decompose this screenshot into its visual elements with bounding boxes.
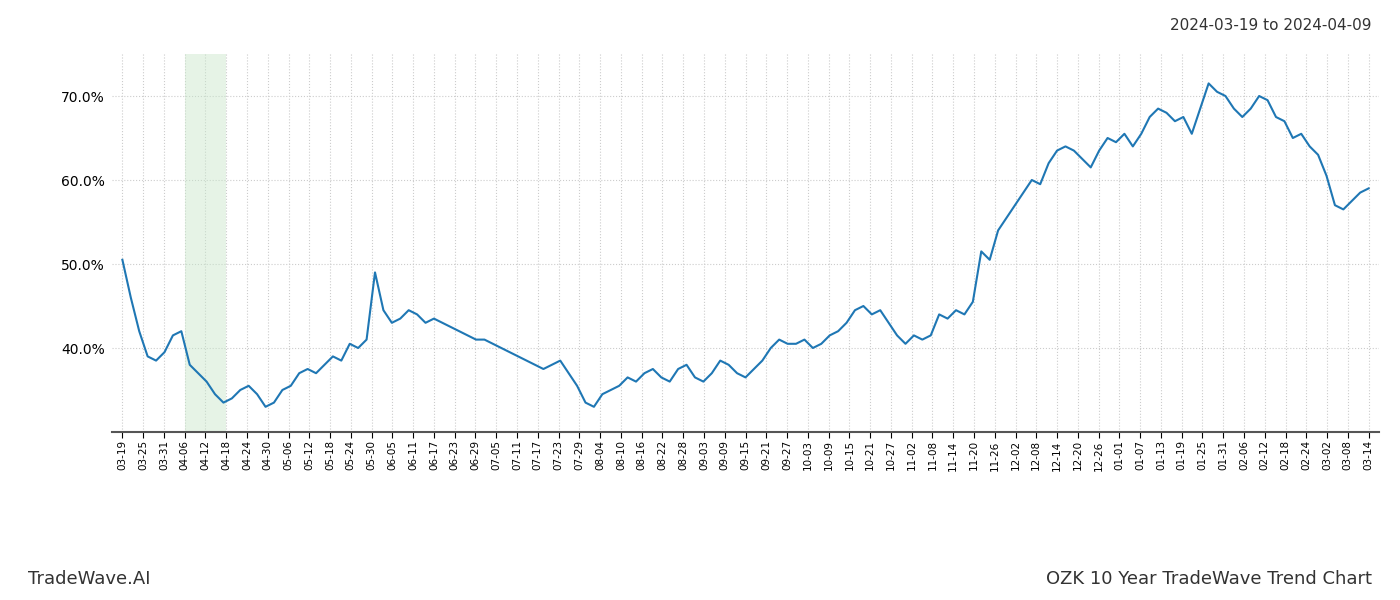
Text: TradeWave.AI: TradeWave.AI (28, 570, 151, 588)
Text: OZK 10 Year TradeWave Trend Chart: OZK 10 Year TradeWave Trend Chart (1046, 570, 1372, 588)
Text: 2024-03-19 to 2024-04-09: 2024-03-19 to 2024-04-09 (1170, 18, 1372, 33)
Bar (185, 54, 227, 432)
